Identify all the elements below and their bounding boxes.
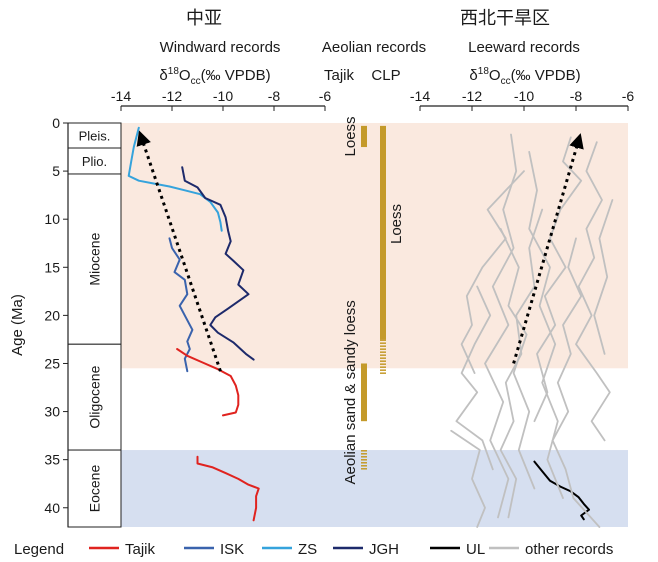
clp-aeolian-bar-dashed bbox=[380, 348, 386, 350]
age-tick-label: 15 bbox=[44, 259, 60, 275]
left-region-title: 中亚 bbox=[186, 8, 222, 28]
series-line-tajik bbox=[196, 455, 260, 522]
legend-label: ZS bbox=[298, 541, 317, 558]
epoch-box bbox=[67, 449, 122, 528]
series-line-tajik bbox=[176, 348, 240, 417]
right-x-axis: -14 -12 -10 -8 -6 bbox=[410, 88, 635, 111]
series-line-other-records bbox=[484, 133, 518, 519]
age-tick-label: 0 bbox=[52, 115, 60, 131]
epoch-label: Eocene bbox=[87, 465, 103, 513]
right-x-tick-label: -8 bbox=[570, 88, 583, 104]
series-line-jgh bbox=[181, 166, 255, 361]
age-band-blue bbox=[121, 450, 628, 527]
age-tick-label: 5 bbox=[52, 163, 60, 179]
right-series-lines bbox=[450, 133, 614, 528]
tajik-aeolian-bar-dashed bbox=[361, 456, 367, 458]
right-axis-unit: δ18Occ(‰ VPDB) bbox=[469, 66, 580, 87]
age-tick-label: 20 bbox=[44, 307, 60, 323]
aeolian-columns: Loess Aeolian sand & sandy loess Loess bbox=[342, 116, 405, 484]
tajik-aeolian-bar-dashed bbox=[361, 453, 367, 455]
tajik-aeolian-bar bbox=[361, 125, 367, 148]
legend-label: JGH bbox=[369, 541, 399, 558]
right-region-title: 西北干旱区 bbox=[460, 8, 550, 28]
age-tick-label: 35 bbox=[44, 452, 60, 468]
clp-aeolian-bar-dashed bbox=[380, 357, 386, 359]
legend-label: UL bbox=[466, 541, 485, 558]
clp-aeolian-bar-dashed bbox=[380, 345, 386, 347]
left-x-tick-label: -8 bbox=[268, 88, 281, 104]
clp-aeolian-bar-dashed bbox=[380, 366, 386, 368]
right-x-tick-label: -10 bbox=[514, 88, 534, 104]
clp-aeolian-label: Loess bbox=[388, 204, 405, 244]
tajik-aeolian-bar bbox=[361, 363, 367, 422]
clp-aeolian-bar-dashed bbox=[380, 354, 386, 356]
tajik-aeolian-bar-dashed bbox=[361, 462, 367, 464]
middle-panel-title: Aeolian records bbox=[322, 39, 426, 56]
age-band-pink bbox=[121, 123, 628, 369]
left-axis-unit: δ18Occ(‰ VPDB) bbox=[159, 66, 270, 87]
epoch-label: Oligocene bbox=[87, 365, 103, 428]
clp-aeolian-bar-dashed bbox=[380, 342, 386, 344]
left-x-tick-label: -14 bbox=[111, 88, 131, 104]
legend-label: ISK bbox=[220, 541, 244, 558]
series-line-other-records bbox=[593, 199, 614, 355]
series-line-other-records bbox=[455, 285, 494, 471]
left-trend-arrow bbox=[136, 130, 222, 372]
epoch-label: Plio. bbox=[82, 154, 107, 169]
epoch-box bbox=[67, 343, 122, 451]
clp-aeolian-bar-dashed bbox=[380, 351, 386, 353]
age-axis-label: Age (Ma) bbox=[9, 294, 26, 356]
trend-arrows bbox=[136, 130, 584, 372]
left-series-lines bbox=[127, 126, 260, 522]
age-axis: 0 5 10 15 20 25 30 35 40 bbox=[44, 115, 69, 527]
left-x-tick-label: -10 bbox=[213, 88, 233, 104]
clp-aeolian-bar-dashed bbox=[380, 369, 386, 371]
left-x-tick-label: -12 bbox=[162, 88, 182, 104]
age-tick-label: 40 bbox=[44, 500, 60, 516]
clp-aeolian-bar bbox=[380, 125, 386, 340]
middle-col-tajik: Tajik bbox=[324, 67, 355, 84]
tajik-aeolian-label: Loess bbox=[342, 116, 359, 156]
series-line-isk bbox=[168, 237, 194, 373]
series-line-other-records bbox=[460, 170, 525, 375]
age-bands bbox=[121, 123, 628, 527]
right-x-tick-label: -6 bbox=[622, 88, 635, 104]
left-x-axis: -14 -12 -10 -8 -6 bbox=[111, 88, 332, 111]
series-line-other-records bbox=[575, 141, 611, 442]
series-line-zs bbox=[127, 126, 223, 232]
epoch-label: Pleis. bbox=[79, 129, 111, 144]
legend-label: Tajik bbox=[125, 541, 156, 558]
clp-aeolian-bar-dashed bbox=[380, 363, 386, 365]
tajik-aeolian-bar-dashed bbox=[361, 450, 367, 452]
tajik-aeolian-bar-dashed bbox=[361, 468, 367, 470]
epoch-column: Pleis. Plio. Miocene Oligocene Eocene bbox=[67, 122, 122, 528]
epoch-label: Miocene bbox=[87, 232, 103, 285]
clp-aeolian-bar-dashed bbox=[380, 360, 386, 362]
left-x-tick-label: -6 bbox=[319, 88, 332, 104]
tajik-aeolian-bar-dashed bbox=[361, 465, 367, 467]
legend: Legend Tajik ISK ZS JGH UL other records bbox=[14, 541, 613, 558]
middle-col-clp: CLP bbox=[371, 67, 400, 84]
series-line-other-records bbox=[533, 136, 583, 423]
legend-title: Legend bbox=[14, 541, 64, 558]
tajik-aeolian-bar-dashed bbox=[361, 459, 367, 461]
series-line-ul bbox=[533, 460, 590, 521]
clp-aeolian-bar-dashed bbox=[380, 372, 386, 374]
right-x-tick-label: -14 bbox=[410, 88, 430, 104]
epoch-box bbox=[67, 173, 122, 345]
tajik-aeolian-label: Aeolian sand & sandy loess bbox=[342, 300, 359, 484]
legend-label: other records bbox=[525, 541, 613, 558]
right-x-tick-label: -12 bbox=[462, 88, 482, 104]
left-panel-title: Windward records bbox=[160, 39, 281, 56]
series-line-other-records bbox=[551, 237, 601, 528]
series-line-other-records bbox=[499, 208, 544, 519]
series-line-other-records bbox=[499, 227, 536, 490]
clp-aeolian-bar-dashed bbox=[380, 339, 386, 341]
age-tick-label: 10 bbox=[44, 211, 60, 227]
age-tick-label: 30 bbox=[44, 404, 60, 420]
series-line-other-records bbox=[450, 429, 486, 528]
right-panel-title: Leeward records bbox=[468, 39, 580, 56]
age-tick-label: 25 bbox=[44, 355, 60, 371]
